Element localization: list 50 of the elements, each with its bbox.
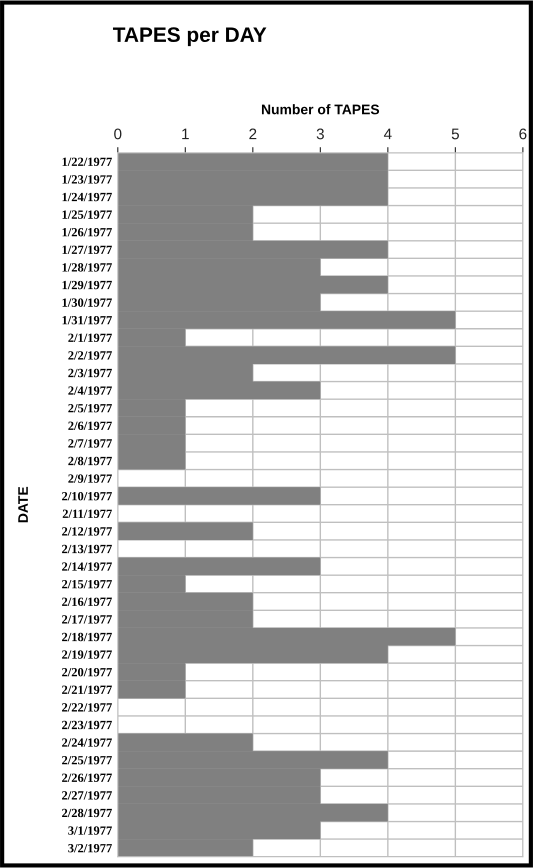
y-tick-label: 2/1/1977	[68, 334, 112, 342]
y-tick-label: 1/25/1977	[62, 210, 112, 219]
y-tick-label: 3/2/1977	[68, 844, 112, 852]
y-tick-label: 2/26/1977	[62, 774, 112, 782]
y-tick-label: 2/11/1977	[62, 510, 112, 518]
y-tick-label: 2/21/1977	[62, 686, 112, 694]
y-tick-label: 2/24/1977	[62, 738, 112, 747]
y-tick-label: 2/3/1977	[68, 368, 112, 378]
y-tick-label: 2/5/1977	[68, 404, 112, 412]
y-tick-label: 3/1/1977	[68, 826, 112, 835]
y-tick-label: 2/8/1977	[68, 456, 112, 466]
x-tick-label: 1	[182, 128, 189, 140]
x-tick-label: 4	[384, 128, 392, 140]
y-tick-label: 2/6/1977	[68, 422, 112, 430]
y-tick-label: 2/15/1977	[62, 580, 112, 588]
y-tick-label: 2/7/1977	[68, 439, 112, 448]
chart-title: TAPES per DAY	[112, 27, 266, 46]
x-tick-label: 6	[519, 128, 526, 140]
y-tick-label: 2/27/1977	[62, 791, 112, 800]
x-axis-title: Number of TAPES	[262, 104, 380, 114]
y-tick-label: 2/10/1977	[62, 492, 112, 500]
y-tick-label: 2/14/1977	[62, 562, 112, 571]
y-tick-label: 1/27/1977	[62, 246, 112, 254]
y-tick-label: 1/22/1977	[62, 158, 112, 166]
y-tick-label: 2/2/1977	[68, 351, 112, 360]
y-tick-label: 1/24/1977	[62, 192, 112, 202]
y-tick-label: 2/20/1977	[62, 668, 112, 676]
x-tick-label: 3	[316, 128, 324, 140]
y-tick-label: 1/28/1977	[62, 263, 112, 272]
y-tick-label: 2/19/1977	[62, 650, 112, 659]
y-tick-label: 2/23/1977	[62, 720, 112, 730]
y-tick-label: 2/12/1977	[62, 527, 112, 536]
y-axis-title: DATE	[18, 486, 28, 522]
y-tick-label: 2/18/1977	[62, 632, 112, 642]
y-tick-label: 2/16/1977	[62, 598, 112, 606]
y-tick-label: 2/28/1977	[62, 808, 112, 818]
y-tick-label: 1/30/1977	[62, 298, 112, 307]
y-tick-label: 2/17/1977	[62, 615, 112, 624]
y-tick-label: 1/29/1977	[62, 280, 112, 290]
x-tick-label: 2	[249, 128, 256, 140]
y-tick-label: 2/9/1977	[68, 474, 112, 483]
x-tick-label: 0	[114, 128, 122, 140]
y-tick-label: 1/26/1977	[62, 228, 112, 236]
x-tick-label: 5	[452, 128, 459, 140]
y-tick-label: 1/23/1977	[62, 175, 112, 184]
y-tick-label: 1/31/1977	[62, 316, 112, 324]
y-tick-label: 2/25/1977	[62, 756, 112, 764]
y-tick-label: 2/22/1977	[62, 703, 112, 712]
y-tick-label: 2/13/1977	[62, 544, 112, 554]
y-tick-label: 2/4/1977	[68, 386, 112, 395]
